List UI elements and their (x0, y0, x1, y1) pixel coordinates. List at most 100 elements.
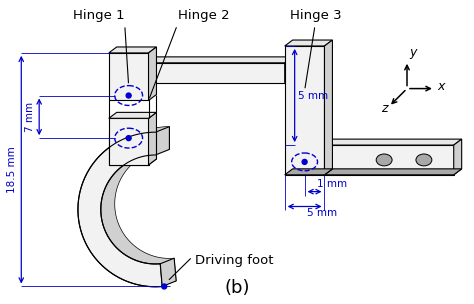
Polygon shape (83, 231, 98, 239)
Polygon shape (121, 133, 137, 140)
Polygon shape (124, 133, 140, 139)
Polygon shape (95, 253, 111, 260)
Polygon shape (99, 256, 114, 264)
Circle shape (302, 159, 307, 164)
Polygon shape (285, 46, 325, 175)
Polygon shape (96, 153, 111, 160)
Text: 5 mm: 5 mm (307, 209, 337, 219)
Polygon shape (123, 274, 139, 281)
Polygon shape (89, 244, 105, 252)
Polygon shape (79, 216, 93, 224)
Polygon shape (81, 181, 95, 189)
Polygon shape (126, 132, 142, 138)
Polygon shape (125, 275, 141, 282)
Polygon shape (88, 242, 103, 250)
Polygon shape (100, 258, 116, 265)
Text: (b): (b) (224, 279, 250, 297)
Polygon shape (81, 223, 95, 231)
Polygon shape (454, 139, 462, 175)
Polygon shape (109, 132, 148, 165)
Polygon shape (152, 281, 169, 287)
Polygon shape (92, 157, 108, 164)
Ellipse shape (376, 154, 392, 166)
Polygon shape (78, 203, 92, 212)
Polygon shape (148, 127, 164, 133)
Polygon shape (115, 137, 131, 144)
Polygon shape (97, 151, 113, 158)
Polygon shape (133, 129, 149, 136)
Polygon shape (120, 273, 137, 280)
Polygon shape (325, 145, 454, 175)
Text: Hinge 3: Hinge 3 (290, 9, 341, 88)
Polygon shape (87, 240, 102, 248)
Polygon shape (155, 127, 169, 155)
Ellipse shape (416, 154, 432, 166)
Polygon shape (78, 132, 162, 287)
Polygon shape (143, 127, 159, 133)
Text: z: z (381, 102, 387, 115)
Polygon shape (78, 209, 92, 217)
Polygon shape (82, 228, 97, 236)
Polygon shape (147, 281, 164, 287)
Polygon shape (109, 53, 148, 101)
Polygon shape (117, 136, 133, 143)
Polygon shape (84, 172, 99, 180)
Polygon shape (142, 280, 158, 286)
Polygon shape (148, 63, 285, 83)
Polygon shape (79, 219, 94, 226)
Text: Hinge 2: Hinge 2 (149, 9, 230, 98)
Polygon shape (104, 144, 120, 151)
Polygon shape (108, 265, 124, 272)
Polygon shape (160, 281, 176, 287)
Polygon shape (155, 281, 171, 287)
Polygon shape (93, 250, 109, 258)
Polygon shape (131, 130, 147, 136)
Polygon shape (153, 127, 169, 132)
Circle shape (126, 136, 131, 141)
Polygon shape (157, 281, 173, 287)
Text: 5 mm: 5 mm (298, 91, 328, 101)
Polygon shape (97, 254, 112, 262)
Polygon shape (80, 186, 94, 194)
Polygon shape (128, 131, 145, 137)
Polygon shape (86, 238, 101, 245)
Polygon shape (150, 281, 166, 287)
Polygon shape (140, 280, 156, 285)
Polygon shape (119, 135, 135, 141)
Polygon shape (80, 221, 94, 229)
Polygon shape (92, 127, 176, 281)
Polygon shape (132, 278, 149, 284)
Polygon shape (80, 184, 95, 192)
Text: Driving foot: Driving foot (169, 254, 274, 280)
Polygon shape (145, 281, 161, 286)
Polygon shape (83, 174, 98, 182)
Polygon shape (82, 179, 96, 187)
Polygon shape (135, 278, 151, 285)
Polygon shape (138, 128, 155, 134)
Polygon shape (78, 211, 92, 219)
Polygon shape (118, 272, 135, 278)
Polygon shape (99, 149, 115, 157)
Polygon shape (86, 167, 101, 175)
Polygon shape (112, 138, 128, 145)
Polygon shape (102, 260, 118, 267)
Polygon shape (110, 140, 127, 147)
Polygon shape (285, 169, 332, 175)
Polygon shape (94, 155, 109, 162)
Circle shape (126, 93, 131, 98)
Polygon shape (148, 126, 156, 165)
Polygon shape (78, 196, 92, 204)
Polygon shape (78, 193, 92, 202)
Polygon shape (81, 226, 96, 234)
Polygon shape (107, 143, 122, 150)
Text: Hinge 1: Hinge 1 (73, 9, 128, 83)
Polygon shape (109, 47, 156, 53)
Polygon shape (104, 262, 120, 269)
Polygon shape (92, 248, 108, 256)
Polygon shape (148, 47, 156, 101)
Polygon shape (325, 139, 462, 145)
Text: x: x (438, 80, 445, 93)
Polygon shape (106, 263, 122, 270)
Polygon shape (109, 118, 148, 165)
Polygon shape (148, 112, 156, 165)
